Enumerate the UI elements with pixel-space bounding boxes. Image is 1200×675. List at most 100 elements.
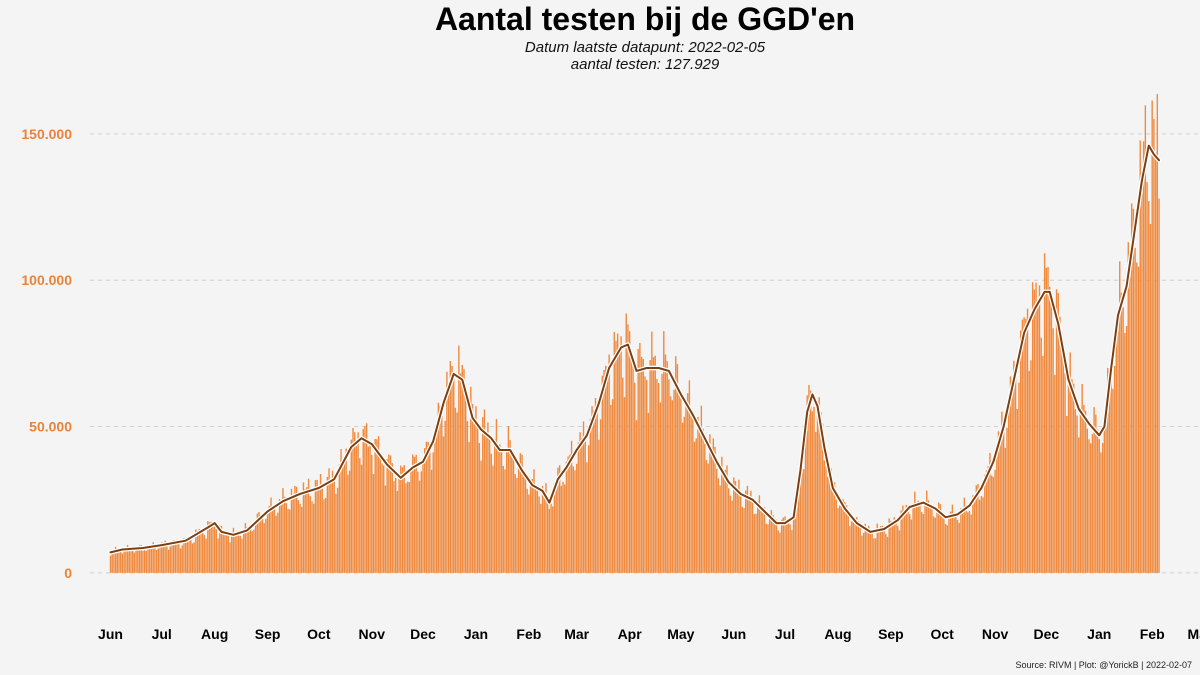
- daily-test-bar: [1125, 325, 1128, 573]
- daily-test-bar: [1072, 383, 1075, 573]
- daily-test-bar: [232, 527, 235, 573]
- daily-test-bar: [331, 470, 334, 573]
- daily-test-bar: [656, 379, 658, 573]
- daily-test-bar: [442, 436, 445, 573]
- daily-test-bar: [622, 377, 624, 573]
- daily-test-bar: [927, 500, 930, 573]
- daily-test-bar: [302, 482, 305, 573]
- daily-test-bar: [881, 525, 884, 573]
- daily-test-bar: [791, 530, 793, 573]
- daily-test-bar: [270, 497, 272, 573]
- daily-test-bar: [195, 529, 197, 573]
- daily-test-bar: [190, 535, 192, 573]
- daily-test-bar: [208, 522, 211, 573]
- daily-test-bar: [885, 533, 887, 573]
- daily-test-bar: [273, 508, 276, 573]
- chart-subtitle-date: Datum laatste datapunt: 2022-02-05: [524, 39, 766, 56]
- daily-test-bar: [1134, 247, 1136, 573]
- x-tick-label: Aug: [824, 626, 851, 642]
- daily-test-bar: [1069, 352, 1071, 573]
- daily-test-bar: [920, 511, 923, 573]
- daily-test-bar: [949, 511, 952, 573]
- daily-test-bar: [239, 535, 241, 573]
- daily-test-bar: [1105, 397, 1107, 573]
- daily-test-bar: [878, 529, 880, 573]
- daily-test-bar: [979, 499, 981, 573]
- daily-test-bar: [494, 438, 496, 573]
- daily-test-bar: [623, 397, 626, 573]
- daily-test-bar: [615, 340, 617, 573]
- daily-bars: [109, 94, 1160, 573]
- daily-test-bar: [968, 510, 971, 573]
- daily-test-bar: [418, 480, 421, 573]
- x-tick-label: Jan: [1087, 626, 1111, 642]
- daily-test-bar: [719, 485, 721, 573]
- daily-test-bar: [429, 450, 431, 573]
- daily-test-bar: [121, 553, 124, 573]
- daily-test-bar: [835, 499, 837, 573]
- daily-test-bar: [1030, 360, 1032, 573]
- daily-test-bar: [435, 423, 438, 573]
- daily-test-bar: [1110, 372, 1112, 573]
- daily-test-bar: [608, 354, 610, 573]
- daily-test-bar: [410, 471, 412, 573]
- daily-test-bar: [760, 506, 762, 573]
- daily-test-bar: [815, 431, 817, 573]
- daily-test-bar: [806, 395, 808, 573]
- daily-test-bar: [1038, 285, 1041, 573]
- daily-test-bar: [690, 409, 692, 573]
- daily-test-bar: [1057, 293, 1059, 573]
- daily-test-bar: [751, 498, 754, 573]
- daily-test-bar: [1100, 452, 1102, 573]
- daily-test-bar: [748, 499, 750, 573]
- daily-test-bar: [109, 555, 112, 573]
- daily-test-bar: [330, 482, 332, 573]
- daily-test-bar: [533, 469, 535, 573]
- daily-test-bar: [695, 438, 697, 573]
- daily-test-bar: [1146, 182, 1148, 573]
- daily-test-bar: [379, 454, 382, 573]
- daily-test-bar: [162, 543, 165, 573]
- daily-test-bar: [716, 468, 718, 573]
- daily-test-bar: [1086, 428, 1088, 573]
- daily-test-bar: [652, 357, 655, 573]
- daily-test-bar: [1016, 408, 1018, 573]
- daily-test-bar: [1059, 316, 1061, 573]
- daily-test-bar: [497, 445, 499, 573]
- daily-test-bar: [147, 545, 149, 573]
- daily-test-bar: [818, 397, 820, 573]
- daily-test-bar: [514, 473, 516, 573]
- daily-test-bar: [787, 519, 790, 573]
- daily-test-bar: [584, 441, 586, 573]
- daily-test-bar: [140, 544, 142, 573]
- daily-test-bar: [528, 494, 530, 573]
- daily-test-bar: [893, 517, 896, 573]
- daily-test-bar: [523, 476, 525, 573]
- daily-test-bar: [673, 389, 675, 573]
- daily-test-bar: [821, 423, 824, 573]
- daily-test-bar: [1142, 141, 1145, 573]
- daily-test-bar: [753, 514, 755, 573]
- daily-test-bar: [647, 412, 650, 573]
- daily-test-bar: [164, 540, 166, 573]
- daily-test-bar: [249, 528, 252, 573]
- daily-test-bar: [1045, 267, 1048, 573]
- daily-test-bar: [1156, 94, 1159, 573]
- daily-test-bar: [263, 523, 265, 573]
- daily-test-bar: [359, 458, 361, 573]
- daily-test-bar: [1066, 415, 1068, 573]
- daily-test-bar: [985, 470, 988, 573]
- daily-test-bar: [897, 525, 899, 573]
- daily-test-bar: [675, 356, 677, 573]
- daily-test-bar: [1026, 308, 1029, 573]
- daily-test-bar: [1084, 410, 1087, 573]
- daily-test-bar: [994, 469, 996, 573]
- daily-test-bar: [401, 467, 404, 573]
- daily-test-bar: [422, 462, 424, 573]
- daily-test-bar: [700, 405, 703, 573]
- daily-test-bar: [710, 452, 713, 573]
- daily-test-bar: [171, 541, 173, 573]
- daily-test-bar: [900, 510, 902, 573]
- x-tick-label: Mar: [564, 626, 589, 642]
- daily-test-bar: [511, 454, 513, 573]
